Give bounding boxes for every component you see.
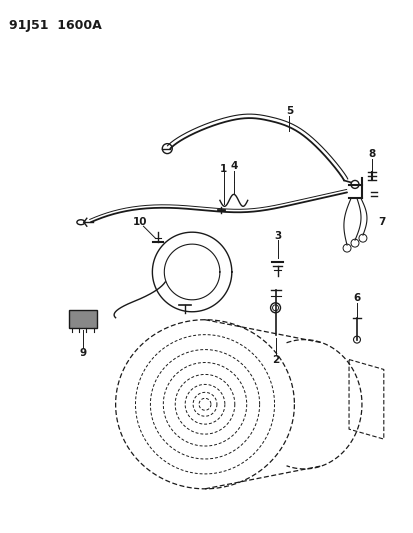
Text: 7: 7: [377, 217, 385, 227]
Text: 10: 10: [133, 217, 147, 227]
Text: 91J51  1600A: 91J51 1600A: [9, 19, 102, 33]
Text: 2: 2: [271, 354, 278, 365]
Text: 8: 8: [368, 149, 375, 159]
Text: 1: 1: [220, 164, 227, 174]
Text: 3: 3: [273, 231, 280, 241]
Text: 4: 4: [230, 160, 237, 171]
Text: 9: 9: [79, 348, 86, 358]
Text: 6: 6: [353, 293, 360, 303]
Text: 5: 5: [285, 106, 292, 116]
FancyBboxPatch shape: [69, 310, 97, 328]
